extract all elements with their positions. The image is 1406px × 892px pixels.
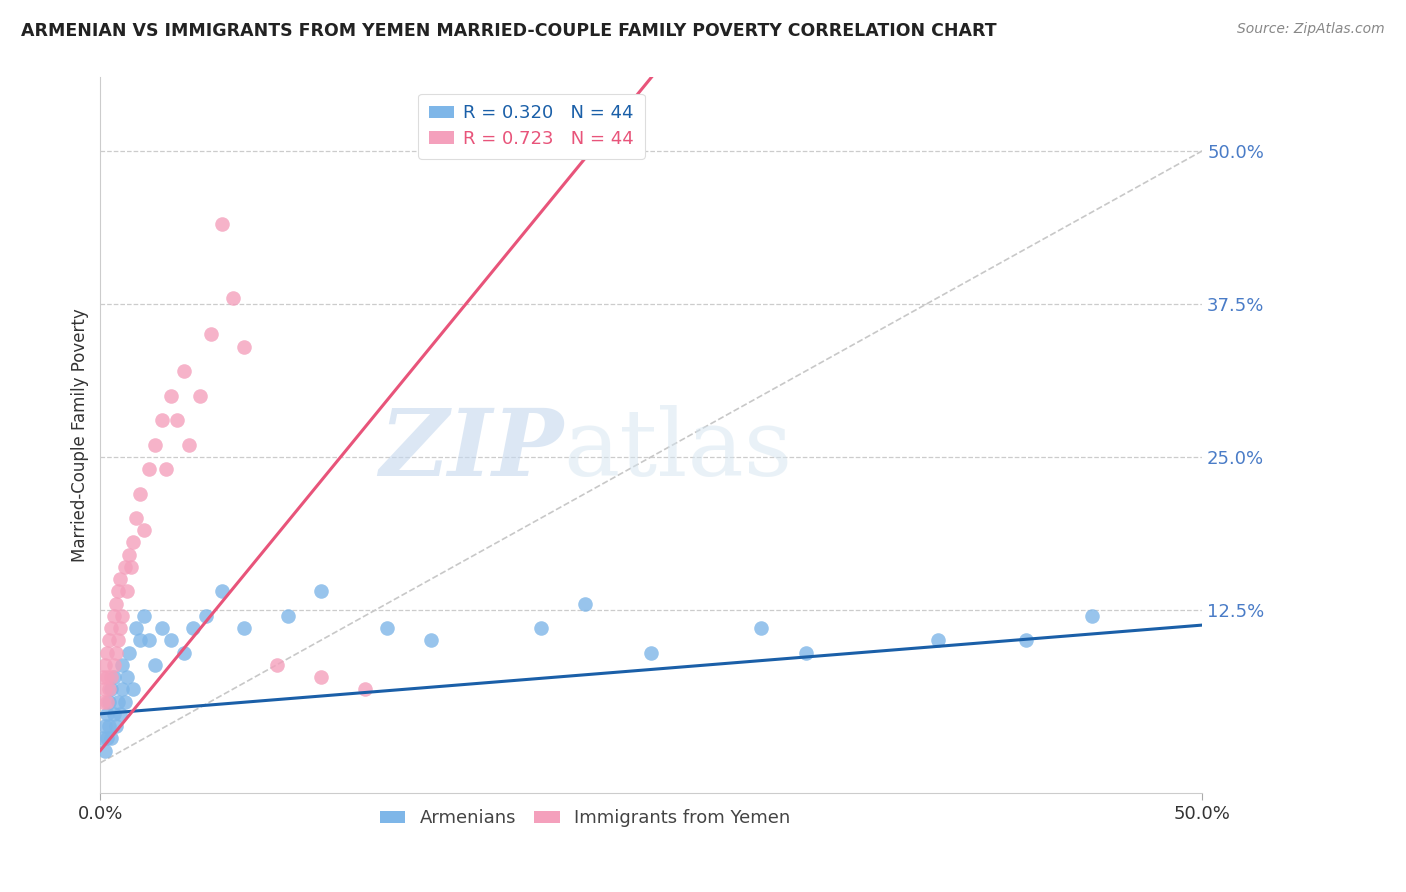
Text: atlas: atlas <box>564 405 793 495</box>
Point <box>751 621 773 635</box>
Point <box>98 719 121 733</box>
Point <box>111 608 134 623</box>
Text: ARMENIAN VS IMMIGRANTS FROM YEMEN MARRIED-COUPLE FAMILY POVERTY CORRELATION CHAR: ARMENIAN VS IMMIGRANTS FROM YEMEN MARRIE… <box>21 22 997 40</box>
Point <box>100 731 122 746</box>
Point <box>181 621 204 635</box>
Point <box>104 597 127 611</box>
Point <box>103 608 125 623</box>
Point <box>640 646 662 660</box>
Point <box>91 670 114 684</box>
Point <box>211 584 233 599</box>
Point <box>98 633 121 648</box>
Y-axis label: Married-Couple Family Poverty: Married-Couple Family Poverty <box>72 309 89 562</box>
Point <box>794 646 817 660</box>
Legend: Armenians, Immigrants from Yemen: Armenians, Immigrants from Yemen <box>373 802 797 834</box>
Point <box>94 682 117 697</box>
Point <box>232 340 254 354</box>
Point <box>166 413 188 427</box>
Point <box>96 706 118 721</box>
Point <box>195 608 218 623</box>
Point <box>111 657 134 672</box>
Point <box>100 670 122 684</box>
Point <box>188 389 211 403</box>
Point <box>145 657 167 672</box>
Point <box>114 695 136 709</box>
Point <box>145 437 167 451</box>
Point <box>96 731 118 746</box>
Point <box>150 621 173 635</box>
Point <box>122 682 145 697</box>
Point <box>118 548 141 562</box>
Point <box>375 621 398 635</box>
Point <box>309 670 332 684</box>
Point <box>134 523 156 537</box>
Point <box>1015 633 1038 648</box>
Point <box>94 719 117 733</box>
Point <box>211 217 233 231</box>
Point <box>91 731 114 746</box>
Point <box>91 695 114 709</box>
Point <box>232 621 254 635</box>
Point <box>173 364 195 378</box>
Point <box>122 535 145 549</box>
Point <box>104 646 127 660</box>
Point <box>107 633 129 648</box>
Point <box>96 646 118 660</box>
Point <box>115 584 138 599</box>
Point <box>114 560 136 574</box>
Point <box>353 682 375 697</box>
Point <box>277 608 299 623</box>
Point <box>94 743 117 757</box>
Point <box>120 560 142 574</box>
Point <box>107 695 129 709</box>
Point <box>111 682 134 697</box>
Point <box>160 389 183 403</box>
Point <box>103 670 125 684</box>
Point <box>177 437 200 451</box>
Point <box>100 621 122 635</box>
Point <box>419 633 441 648</box>
Point <box>200 327 222 342</box>
Point <box>96 695 118 709</box>
Point <box>108 706 131 721</box>
Point <box>927 633 949 648</box>
Point <box>118 646 141 660</box>
Point <box>155 462 177 476</box>
Point <box>221 291 243 305</box>
Point <box>98 682 121 697</box>
Point <box>108 572 131 586</box>
Point <box>138 462 160 476</box>
Point <box>108 621 131 635</box>
Point <box>103 657 125 672</box>
Point <box>150 413 173 427</box>
Point <box>96 670 118 684</box>
Point <box>138 633 160 648</box>
Point <box>160 633 183 648</box>
Point <box>134 608 156 623</box>
Point <box>173 646 195 660</box>
Point <box>266 657 288 672</box>
Point <box>107 584 129 599</box>
Point <box>100 682 122 697</box>
Point <box>94 657 117 672</box>
Point <box>129 486 152 500</box>
Point <box>98 695 121 709</box>
Point <box>530 621 553 635</box>
Point <box>124 621 146 635</box>
Point <box>115 670 138 684</box>
Point <box>104 719 127 733</box>
Point <box>574 597 596 611</box>
Text: ZIP: ZIP <box>378 405 564 495</box>
Text: Source: ZipAtlas.com: Source: ZipAtlas.com <box>1237 22 1385 37</box>
Point <box>124 511 146 525</box>
Point <box>103 706 125 721</box>
Point <box>1081 608 1104 623</box>
Point <box>129 633 152 648</box>
Point <box>309 584 332 599</box>
